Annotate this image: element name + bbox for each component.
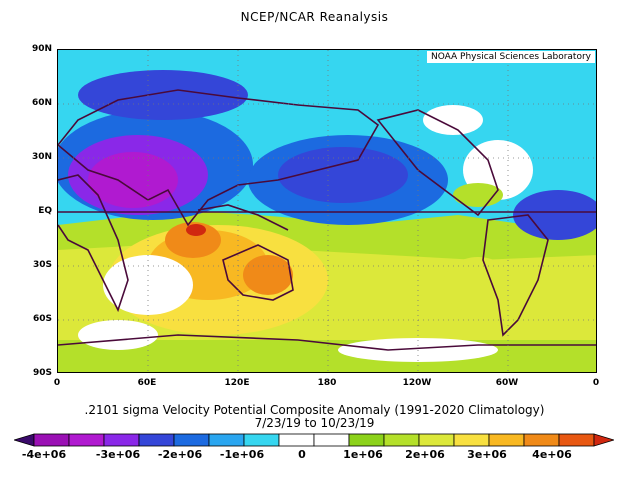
colorbar-tick: -4e+06 (21, 448, 67, 461)
colorbar-tick: -1e+06 (219, 448, 265, 461)
colorbar-cell (558, 433, 595, 447)
colorbar-tick: 2e+06 (405, 448, 445, 461)
contour-fields (58, 50, 596, 372)
lon-label-0: 0 (53, 378, 61, 388)
colorbar (14, 433, 614, 447)
colorbar-cell (103, 433, 140, 447)
colorbar-cell (453, 433, 490, 447)
anomaly-map: NOAA Physical Sciences Laboratory (57, 49, 597, 373)
lon-label-60w: 60W (495, 378, 519, 388)
colorbar-tick: 0 (298, 448, 306, 461)
colorbar-cell (208, 433, 245, 447)
lat-label-90n: 90N (31, 44, 52, 54)
colorbar-tick: 4e+06 (532, 448, 572, 461)
lat-label-60n: 60N (31, 98, 52, 108)
lon-label-120w: 120W (402, 378, 432, 388)
lat-label-30s: 30S (32, 260, 52, 270)
lat-label-60s: 60S (32, 314, 52, 324)
colorbar-tick: -3e+06 (95, 448, 141, 461)
colorbar-cell (278, 433, 315, 447)
lon-label-0-east: 0 (592, 378, 600, 388)
lat-label-30n: 30N (31, 152, 52, 162)
colorbar-cell (523, 433, 560, 447)
colorbar-tick: -2e+06 (157, 448, 203, 461)
credit-label: NOAA Physical Sciences Laboratory (426, 51, 595, 63)
colorbar-cell (14, 433, 35, 447)
colorbar-cell (593, 433, 614, 447)
lat-label-90s: 90S (32, 368, 52, 378)
colorbar-cell (173, 433, 210, 447)
lon-label-180: 180 (317, 378, 337, 388)
colorbar-tick: 1e+06 (343, 448, 383, 461)
colorbar-cell (488, 433, 525, 447)
caption-title: .2101 sigma Velocity Potential Composite… (84, 403, 545, 417)
lon-label-120e: 120E (224, 378, 250, 388)
map-title: NCEP/NCAR Reanalysis (240, 10, 389, 24)
caption-dates: 7/23/19 to 10/23/19 (254, 416, 375, 430)
colorbar-cell (383, 433, 420, 447)
lon-label-60e: 60E (137, 378, 157, 388)
colorbar-cell (348, 433, 385, 447)
colorbar-cell (138, 433, 175, 447)
colorbar-cell (243, 433, 280, 447)
colorbar-cell (68, 433, 105, 447)
colorbar-cell (313, 433, 350, 447)
colorbar-cell (418, 433, 455, 447)
colorbar-tick: 3e+06 (467, 448, 507, 461)
colorbar-cell (33, 433, 70, 447)
lat-label-eq: EQ (38, 206, 52, 216)
